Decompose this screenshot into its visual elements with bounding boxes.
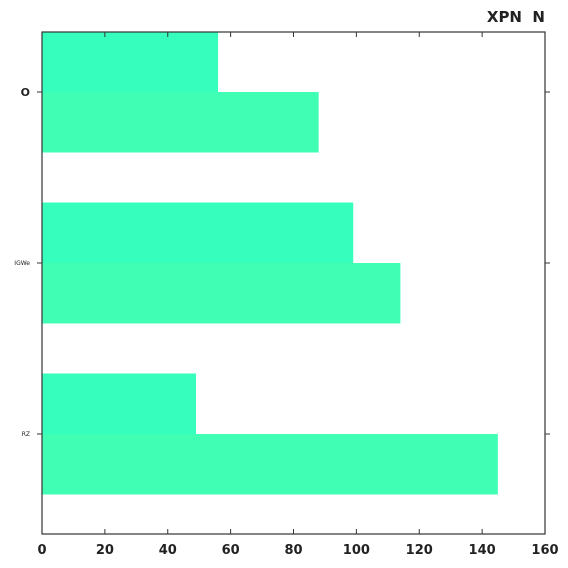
x-tick-label: 0 bbox=[37, 543, 46, 558]
x-tick-label: 140 bbox=[469, 543, 496, 558]
bar-igwe-2 bbox=[42, 263, 400, 324]
bar-o-1 bbox=[42, 32, 218, 93]
bar-rz-1 bbox=[42, 374, 196, 435]
x-tick-label: 20 bbox=[96, 543, 114, 558]
y-tick-label: O bbox=[21, 86, 30, 99]
x-tick-label: 160 bbox=[531, 543, 558, 558]
bar-rz-2 bbox=[42, 434, 498, 495]
y-tick-label: RZ bbox=[22, 431, 30, 438]
y-tick-label: IGWe bbox=[14, 260, 30, 267]
x-tick-label: 100 bbox=[343, 543, 370, 558]
x-tick-label: 60 bbox=[222, 543, 240, 558]
x-tick-label: 80 bbox=[284, 543, 302, 558]
chart-title: XPN N bbox=[487, 8, 545, 26]
x-tick-label: 40 bbox=[159, 543, 177, 558]
bar-o-2 bbox=[42, 92, 319, 153]
bar-igwe-1 bbox=[42, 203, 353, 264]
x-tick-label: 120 bbox=[406, 543, 433, 558]
